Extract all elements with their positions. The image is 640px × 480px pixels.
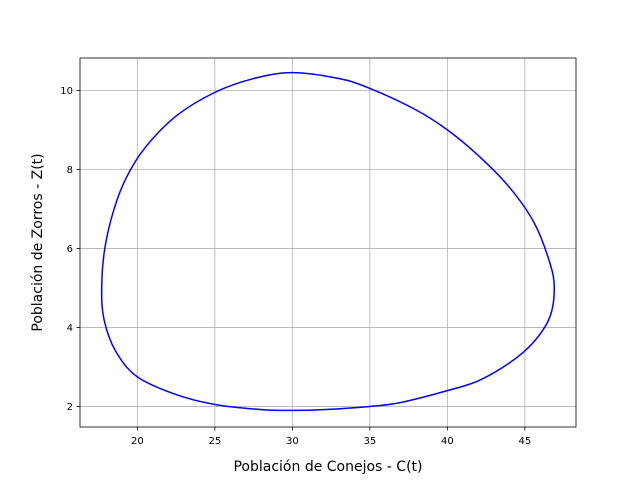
x-axis-label: Población de Conejos - C(t) (233, 459, 422, 475)
phase-trajectory-line (100, 71, 556, 412)
x-tick-label: 20 (131, 436, 144, 447)
plot-frame (79, 57, 577, 428)
x-tick-label: 30 (286, 436, 299, 447)
x-tick-label: 35 (363, 436, 376, 447)
y-tick-label: 10 (60, 86, 73, 97)
x-tick-label: 45 (518, 436, 531, 447)
y-tick-label: 4 (67, 323, 73, 334)
series-layer (100, 71, 556, 412)
x-tick-label: 40 (441, 436, 454, 447)
x-tick-label: 25 (208, 436, 221, 447)
x-axis-ticks: 20 25 30 35 40 45 (131, 427, 531, 447)
y-tick-label: 2 (67, 402, 73, 413)
y-axis-ticks: 2 4 6 8 10 (60, 86, 80, 413)
y-tick-label: 6 (67, 244, 73, 255)
y-axis-label: Población de Zorros - Z(t) (30, 153, 46, 331)
y-tick-label: 8 (67, 165, 73, 176)
